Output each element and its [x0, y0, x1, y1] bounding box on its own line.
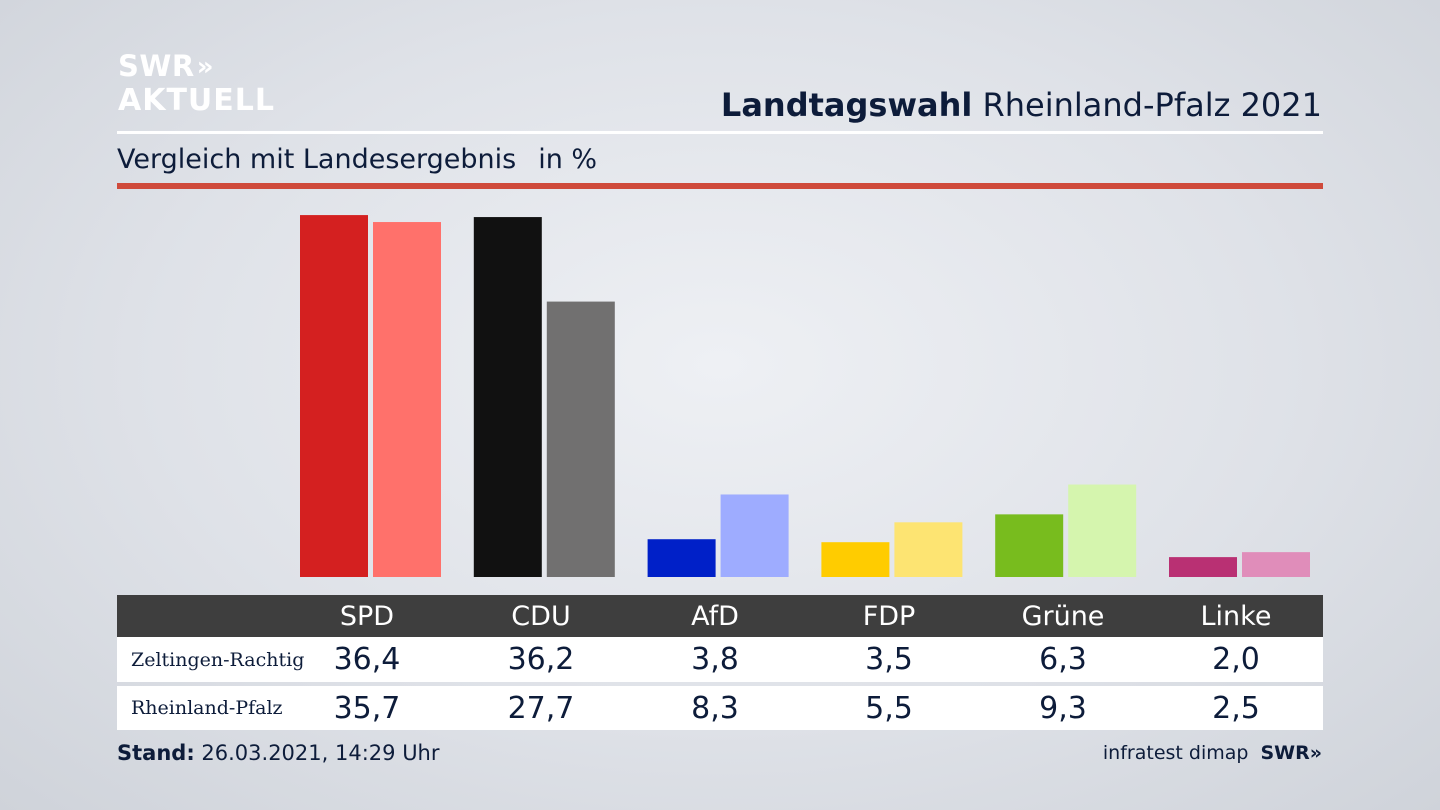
chart-subtitle: Vergleich mit Landesergebnis in %	[117, 144, 597, 175]
source-credit: infratest dimap SWR»	[1103, 742, 1322, 764]
stand-value: 26.03.2021, 14:29 Uhr	[201, 741, 440, 765]
bar-chart	[300, 215, 1310, 578]
timestamp: Stand: 26.03.2021, 14:29 Uhr	[117, 741, 440, 765]
value-cell: 3,5	[865, 642, 913, 677]
logo-chevron-icon: »	[196, 51, 214, 82]
bar-spd-zeltingen-rachtig	[300, 215, 368, 578]
row-label-rlp: Rheinland-Pfalz	[131, 697, 283, 719]
value-cell: 3,8	[691, 642, 739, 677]
value-cell: 2,0	[1212, 642, 1260, 677]
logo-aktuell-text: AKTUELL	[118, 83, 276, 118]
value-cell: 2,5	[1212, 690, 1260, 726]
header-fdp: FDP	[862, 600, 916, 632]
stand-label: Stand:	[117, 741, 195, 765]
header-linke: Linke	[1200, 600, 1272, 632]
bar-cdu-rheinland-pfalz	[546, 301, 615, 577]
header-divider	[117, 131, 1323, 134]
bar-fdp-rheinland-pfalz	[894, 522, 963, 577]
bar-spd-rheinland-pfalz	[373, 222, 441, 577]
bar-gruene-rheinland-pfalz	[1068, 484, 1137, 577]
bar-linke-rheinland-pfalz	[1242, 552, 1310, 577]
title-bold: Landtagswahl	[720, 86, 973, 124]
bar-fdp-zeltingen-rachtig	[821, 542, 890, 577]
row-label-zeltingen: Zeltingen-Rachtig	[131, 648, 305, 671]
page-title: Landtagswahl Rheinland-Pfalz 2021	[721, 86, 1322, 124]
source-text: infratest dimap	[1102, 742, 1249, 764]
value-cell: 36,4	[333, 642, 401, 677]
bar-gruene-zeltingen-rachtig	[995, 514, 1064, 577]
value-cell: 9,3	[1039, 690, 1087, 726]
header-gruene: Grüne	[1021, 600, 1105, 632]
title-rest: Rheinland-Pfalz 2021	[982, 86, 1322, 124]
value-cell: 36,2	[507, 642, 575, 677]
bar-linke-zeltingen-rachtig	[1169, 557, 1237, 577]
table-header: SPD CDU AfD FDP Grüne Linke	[117, 595, 1323, 637]
results-table: SPD CDU AfD FDP Grüne Linke Zeltingen-Ra…	[117, 595, 1323, 730]
table-row: Rheinland-Pfalz 35,7 27,7 8,3 5,5 9,3 2,…	[117, 686, 1323, 730]
table-row: Zeltingen-Rachtig 36,4 36,2 3,8 3,5 6,3 …	[117, 637, 1323, 682]
value-cell: 35,7	[333, 690, 401, 726]
logo-swr-text: SWR	[118, 49, 195, 83]
value-cell: 6,3	[1039, 642, 1087, 677]
subtitle-unit: in %	[538, 144, 598, 175]
bar-afd-rheinland-pfalz	[720, 494, 789, 577]
accent-rule	[117, 183, 1323, 189]
subtitle-text: Vergleich mit Landesergebnis	[117, 144, 517, 175]
value-cell: 8,3	[691, 690, 739, 726]
header-cdu: CDU	[511, 600, 571, 632]
value-cell: 27,7	[507, 690, 575, 726]
value-cell: 5,5	[865, 690, 913, 726]
header-afd: AfD	[691, 600, 739, 632]
bar-afd-zeltingen-rachtig	[647, 539, 716, 577]
bar-cdu-zeltingen-rachtig	[473, 217, 542, 577]
swr-aktuell-logo: SWR » AKTUELL	[118, 52, 275, 116]
header-spd: SPD	[339, 600, 395, 632]
swr-small-logo: SWR»	[1260, 742, 1322, 764]
